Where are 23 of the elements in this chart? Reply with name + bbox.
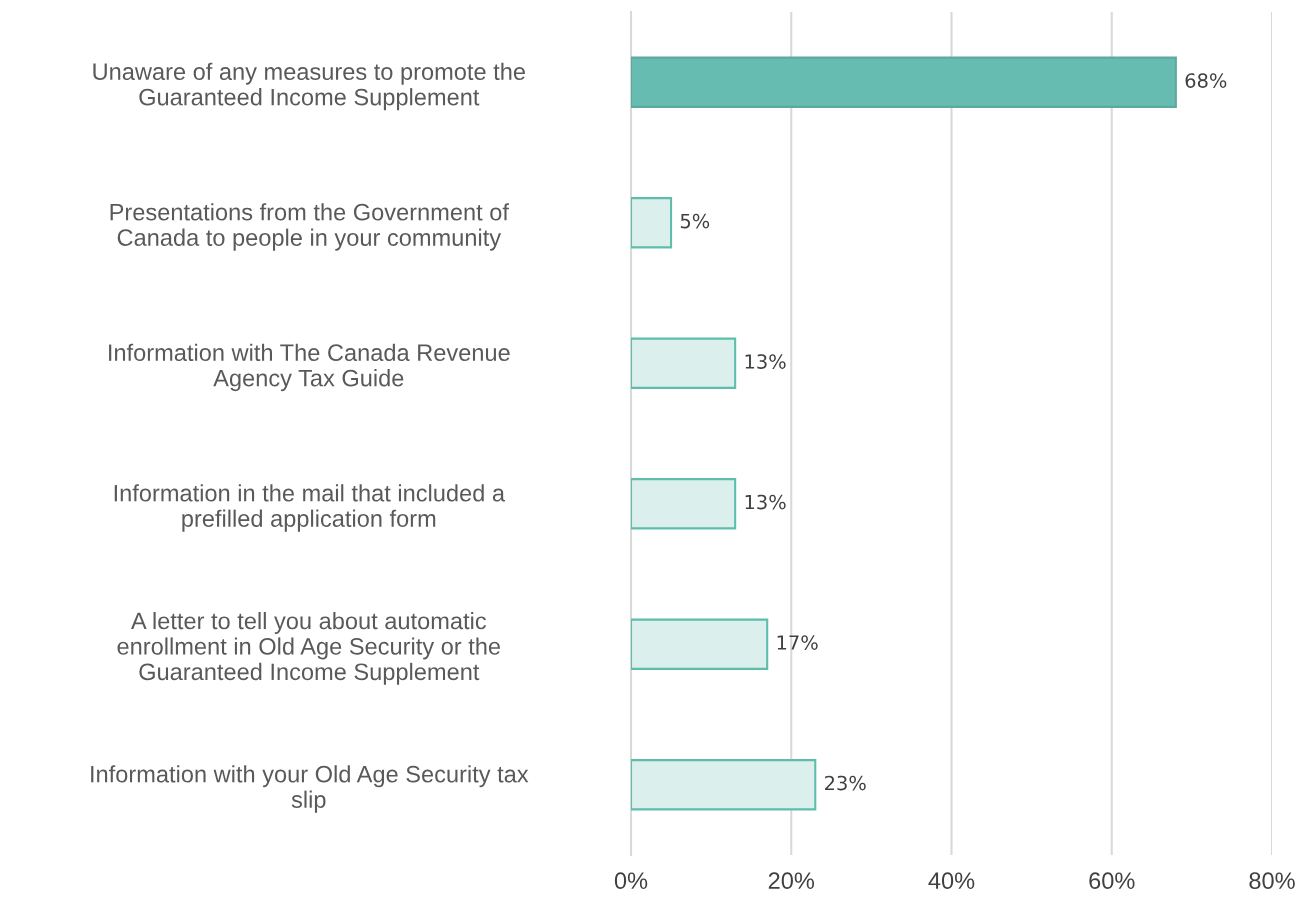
x-tick-label: 0% <box>614 872 648 890</box>
x-tick-label: 40% <box>928 872 975 890</box>
data-label: 23% <box>825 775 866 791</box>
y-tick-label: Information with your Old Age Security tax slip <box>91 765 529 813</box>
y-tick-label: Information in the mail that included a prefilled application form <box>114 484 506 532</box>
y-tick-label: Presentations from the Government of Canada to people in your community <box>110 203 509 251</box>
data-label: 5% <box>680 213 710 229</box>
bar <box>631 197 673 249</box>
y-tick-label: A letter to tell you about automatic enrollment in Old Age Security or the Guaranteed Income Supplement <box>117 611 501 685</box>
y-tick-label: Information with The Canada Revenue Agency Tax Guide <box>109 343 510 392</box>
bar <box>631 618 769 670</box>
bar <box>631 759 817 811</box>
x-tick-label: 60% <box>1089 872 1135 890</box>
x-tick-label: 20% <box>768 872 815 890</box>
bar <box>631 56 1177 108</box>
data-label: 17% <box>777 635 818 650</box>
data-label: 68% <box>1185 73 1227 88</box>
x-tick-label: 80% <box>1249 872 1295 890</box>
data-label: 13% <box>745 494 786 510</box>
bar <box>631 478 737 530</box>
bar <box>631 337 737 389</box>
y-tick-label: Unaware of any measures to promote the Guaranteed Income Supplement <box>93 62 525 111</box>
data-label: 13% <box>745 354 786 369</box>
